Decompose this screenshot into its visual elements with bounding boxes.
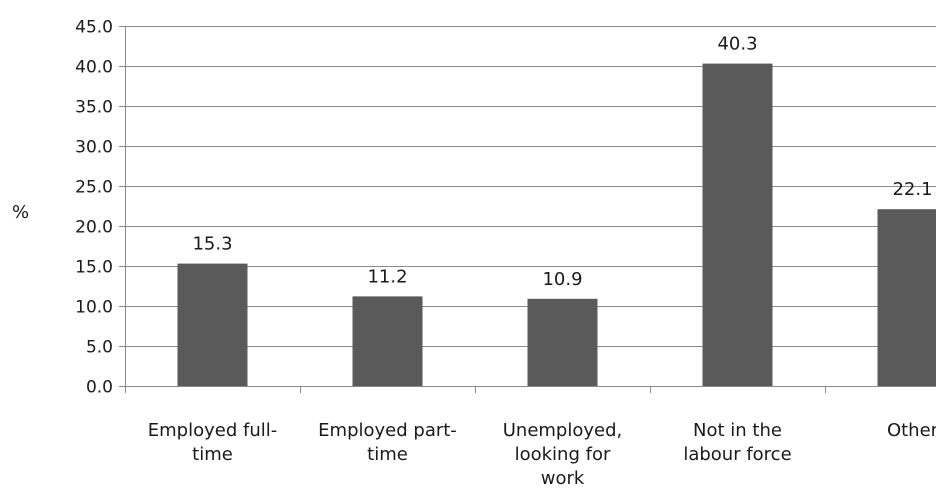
data-label: 10.9 xyxy=(542,269,582,290)
bars xyxy=(177,63,936,386)
data-label: 11.2 xyxy=(367,266,407,287)
bar xyxy=(352,296,423,386)
y-tick-label: 20.0 xyxy=(75,218,113,238)
category-labels: Employed full-time Employed part-time Unem… xyxy=(148,420,936,489)
y-axis-title: % xyxy=(12,202,29,223)
bar xyxy=(527,298,598,386)
y-tick-label: 5.0 xyxy=(86,338,113,358)
bar xyxy=(877,209,936,386)
bar xyxy=(702,63,773,386)
y-tick-labels: 0.0 5.0 10.0 15.0 20.0 25.0 30.0 35.0 40.0 45.0 xyxy=(75,18,113,398)
data-label: 15.3 xyxy=(192,234,232,255)
axes xyxy=(119,26,936,393)
x-tick-label: Other xyxy=(887,420,936,441)
y-tick-label: 45.0 xyxy=(75,18,113,38)
x-tick-label: Unemployed, looking for work xyxy=(503,420,623,489)
y-tick-label: 25.0 xyxy=(75,178,113,198)
data-label: 40.3 xyxy=(717,34,757,55)
y-tick-label: 10.0 xyxy=(75,298,113,318)
bar xyxy=(177,263,248,386)
y-tick-label: 35.0 xyxy=(75,98,113,118)
x-tick-label: Not in the labour force xyxy=(683,420,791,465)
y-tick-label: 0.0 xyxy=(86,378,113,398)
data-labels: 15.3 11.2 10.9 40.3 22.1 xyxy=(192,34,932,290)
x-tick-label: Employed full-time xyxy=(148,420,277,465)
gridlines xyxy=(125,26,936,347)
y-tick-label: 15.0 xyxy=(75,258,113,278)
y-tick-label: 40.0 xyxy=(75,58,113,78)
data-label: 22.1 xyxy=(892,179,932,200)
x-tick-label: Employed part-time xyxy=(318,420,457,465)
y-tick-label: 30.0 xyxy=(75,138,113,158)
